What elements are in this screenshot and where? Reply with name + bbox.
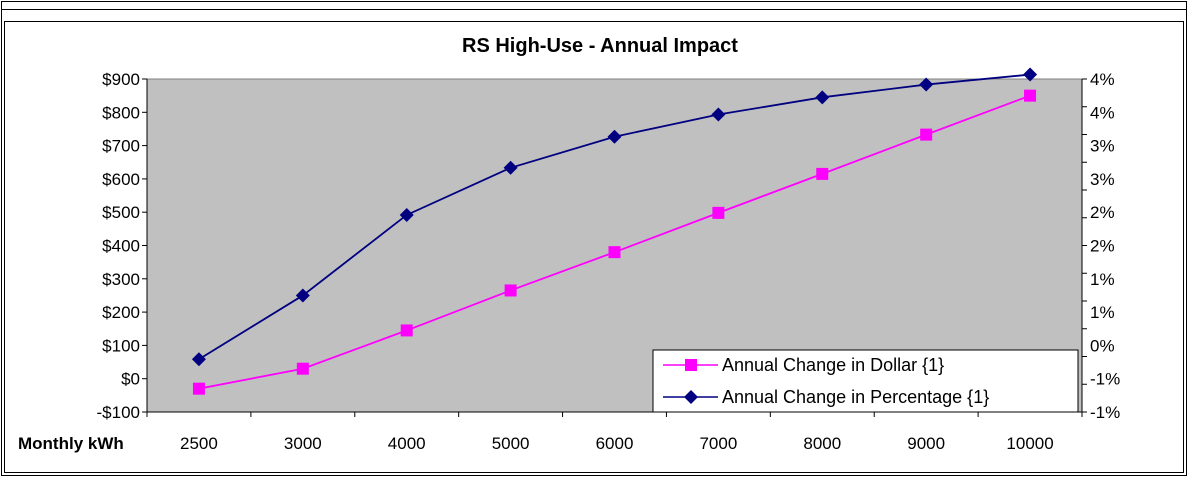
right-tick-label: -1% [1090, 370, 1120, 389]
data-point [608, 246, 621, 259]
right-tick-label: 4% [1090, 70, 1115, 89]
data-point [920, 128, 933, 141]
left-tick-label: $500 [102, 203, 140, 222]
chart-title: RS High-Use - Annual Impact [462, 35, 738, 57]
legend-marker-dollar [685, 359, 697, 371]
data-point [399, 207, 414, 222]
left-tick-label: $0 [121, 370, 140, 389]
data-point [711, 107, 726, 122]
left-tick-label: $400 [102, 237, 140, 256]
data-point [816, 167, 829, 180]
x-tick-label: 5000 [492, 434, 530, 453]
data-point [712, 206, 725, 219]
data-point [1024, 89, 1037, 102]
left-tick-label: $900 [102, 70, 140, 89]
left-tick-label: $200 [102, 303, 140, 322]
x-tick-label: 8000 [803, 434, 841, 453]
right-y-axis: 4% 4% 3% 3% 2% 2% 1% 1% 0% -1% -1% [1081, 70, 1120, 422]
x-tick-label: 4000 [388, 434, 426, 453]
data-point [503, 160, 518, 175]
series-dollar [192, 89, 1037, 395]
x-tick-label: 7000 [699, 434, 737, 453]
x-tick-label: 9000 [907, 434, 945, 453]
x-tick-label: 10000 [1006, 434, 1053, 453]
left-tick-label: $800 [102, 103, 140, 122]
right-tick-label: 3% [1090, 170, 1115, 189]
x-tick-label: 2500 [180, 434, 218, 453]
legend-box [652, 349, 1079, 413]
data-point [400, 324, 413, 337]
right-tick-label: -1% [1090, 403, 1120, 422]
right-tick-label: 1% [1090, 270, 1115, 289]
series-layer [191, 67, 1038, 395]
right-tick-label: 2% [1090, 203, 1115, 222]
legend: Annual Change in Dollar {1} Annual Chang… [652, 349, 1079, 413]
right-tick-label: 4% [1090, 103, 1115, 122]
x-axis: 2500 3000 4000 5000 6000 7000 8000 9000 10000 [146, 411, 1083, 453]
left-y-axis: $900 $800 $700 $600 $500 $400 $300 $200 $100 $0 -$… [97, 70, 148, 422]
left-tick-label: $600 [102, 170, 140, 189]
x-tick-label: 3000 [284, 434, 322, 453]
right-tick-label: 1% [1090, 303, 1115, 322]
data-point [296, 362, 309, 375]
legend-label-dollar: Annual Change in Dollar {1} [722, 355, 944, 375]
legend-label-percentage: Annual Change in Percentage {1} [722, 387, 989, 407]
data-point [607, 129, 622, 144]
right-tick-label: 0% [1090, 336, 1115, 355]
data-point [919, 77, 934, 92]
left-tick-label: -$100 [97, 403, 140, 422]
data-point [192, 382, 205, 395]
right-tick-label: 3% [1090, 137, 1115, 156]
data-point [1023, 67, 1038, 82]
x-axis-title: Monthly kWh [18, 434, 124, 453]
data-point [504, 284, 517, 297]
series-percentage [191, 67, 1038, 367]
data-point [295, 288, 310, 303]
left-tick-label: $700 [102, 137, 140, 156]
right-tick-label: 2% [1090, 237, 1115, 256]
left-tick-label: $100 [102, 336, 140, 355]
data-point [815, 90, 830, 105]
data-point [191, 352, 206, 367]
legend-marker-percentage [684, 390, 698, 404]
x-tick-label: 6000 [596, 434, 634, 453]
left-tick-label: $300 [102, 270, 140, 289]
